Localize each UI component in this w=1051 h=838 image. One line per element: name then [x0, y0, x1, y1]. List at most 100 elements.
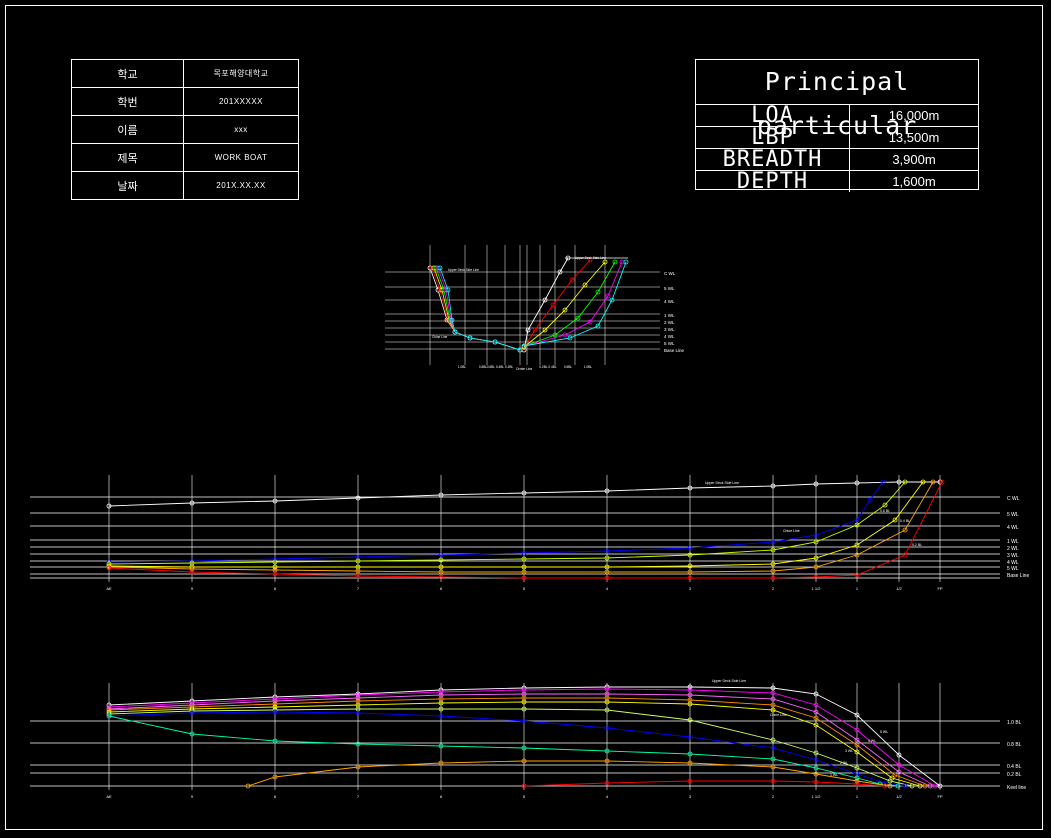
body-section-marker: [595, 323, 601, 329]
body-section-marker: [452, 329, 458, 335]
profile-line: [108, 481, 924, 568]
half-breadth-station-marker: [932, 783, 938, 789]
half-breadth-annotation: 2 WL: [840, 761, 848, 765]
half-breadth-station-marker: [521, 758, 527, 764]
half-breadth-station-marker: [521, 745, 527, 751]
station-label: 2: [772, 586, 775, 591]
profile-station-marker: [355, 573, 361, 579]
body-waterline-label: 4 WL: [664, 299, 675, 304]
half-breadth-annotation: 1 WL: [830, 773, 838, 777]
station-label: 7: [357, 794, 360, 799]
waterline-label: 5 WL: [1007, 566, 1019, 572]
profile-station-marker: [813, 481, 819, 487]
half-breadth-station-marker: [887, 783, 893, 789]
body-section-marker: [595, 289, 601, 295]
buttock-label: Keel line: [1007, 785, 1026, 791]
profile-annotation: 0.2 BL: [912, 543, 922, 547]
body-section-fore: [523, 261, 623, 347]
profile-station-marker: [438, 564, 444, 570]
profile-station-marker: [272, 571, 278, 577]
half-breadth-station-marker: [770, 707, 776, 713]
profile-station-marker: [189, 569, 195, 575]
buttock-label: 0.4 BL: [1007, 764, 1022, 770]
half-breadth-line: [247, 760, 891, 787]
half-breadth-station-marker: [854, 742, 860, 748]
profile-station-marker: [272, 564, 278, 570]
profile-station-marker: [813, 532, 819, 538]
station-label: 5: [523, 586, 526, 591]
profile-annotation: 0.4 BL: [900, 519, 910, 523]
half-breadth-station-marker: [272, 738, 278, 744]
half-breadth-station-marker: [813, 702, 819, 708]
half-breadth-station-marker: [770, 702, 776, 708]
body-section-marker: [557, 269, 563, 275]
principal-value: 3,900m: [892, 152, 936, 167]
half-breadth-station-marker: [813, 715, 819, 721]
half-breadth-station-marker: [854, 737, 860, 743]
station-label: 7: [357, 586, 360, 591]
profile-station-marker: [813, 555, 819, 561]
profile-station-marker: [604, 548, 610, 554]
half-breadth-station-marker: [687, 684, 693, 690]
half-breadth-station-marker: [687, 687, 693, 693]
half-breadth-station-marker: [770, 756, 776, 762]
principal-value: 1,600m: [892, 174, 936, 189]
half-breadth-station-marker: [887, 778, 893, 784]
half-breadth-station-marker: [272, 704, 278, 710]
profile-station-marker: [521, 569, 527, 575]
half-breadth-station-marker: [355, 710, 361, 716]
half-breadth-station-marker: [854, 749, 860, 755]
body-section-fore: [523, 259, 591, 349]
profile-station-marker: [355, 558, 361, 564]
profile-station-marker: [880, 479, 886, 485]
profile-station-marker: [813, 574, 819, 580]
profile-station-marker: [687, 569, 693, 575]
body-section-aft: [439, 267, 521, 351]
half-breadth-annotation: 5 WL: [880, 730, 888, 734]
half-breadth-station-marker: [604, 725, 610, 731]
waterline-label: 5 WL: [1007, 512, 1019, 518]
body-section-marker: [587, 319, 593, 325]
half-breadth-annotation: Upper Deck Side Line: [712, 679, 746, 683]
half-breadth-station-marker: [272, 701, 278, 707]
half-breadth-station-marker: [937, 783, 943, 789]
principal-row: LOA 16,000m: [696, 105, 978, 127]
body-section-marker: [542, 297, 548, 303]
station-label: AE: [106, 586, 112, 591]
half-breadth-station-marker: [355, 692, 361, 698]
principal-label: LOA: [696, 105, 850, 127]
half-breadth-station-marker: [687, 760, 693, 766]
body-section-marker: [552, 332, 558, 338]
body-waterline-label: 5 WL: [664, 341, 675, 346]
buttock-label: 0.8 BL: [1007, 742, 1022, 748]
profile-annotation: 0.6 BL: [880, 509, 890, 513]
principal-value: 13,500m: [888, 130, 940, 145]
waterline-label: 4 WL: [1007, 525, 1019, 531]
half-breadth-station-marker: [922, 783, 928, 789]
half-breadth-station-marker: [909, 783, 915, 789]
half-breadth-station-marker: [438, 760, 444, 766]
profile-station-marker: [939, 479, 945, 485]
title-block-value: 201X.XX.XX: [183, 171, 299, 200]
profile-station-marker: [687, 485, 693, 491]
body-waterline-label: 3 WL: [664, 327, 675, 332]
body-buttock-label: 0.6BL 0.4BL 0.2BL: [487, 365, 514, 369]
body-section-marker: [562, 332, 568, 338]
half-breadth-station-marker: [813, 691, 819, 697]
half-breadth-station-marker: [245, 783, 251, 789]
profile-station-marker: [930, 479, 936, 485]
title-block-row: 제목 WORK BOAT: [71, 143, 299, 172]
drawing-frame: [5, 5, 1043, 830]
profile-line: [108, 481, 940, 507]
profile-station-marker: [521, 550, 527, 556]
profile-station-marker: [920, 479, 926, 485]
half-breadth-station-marker: [604, 699, 610, 705]
body-section-marker: [445, 287, 451, 293]
profile-station-marker: [438, 492, 444, 498]
body-section-marker: [609, 297, 615, 303]
profile-station-marker: [355, 568, 361, 574]
profile-station-marker: [770, 561, 776, 567]
half-breadth-station-marker: [854, 778, 860, 784]
profile-line: [108, 481, 884, 563]
